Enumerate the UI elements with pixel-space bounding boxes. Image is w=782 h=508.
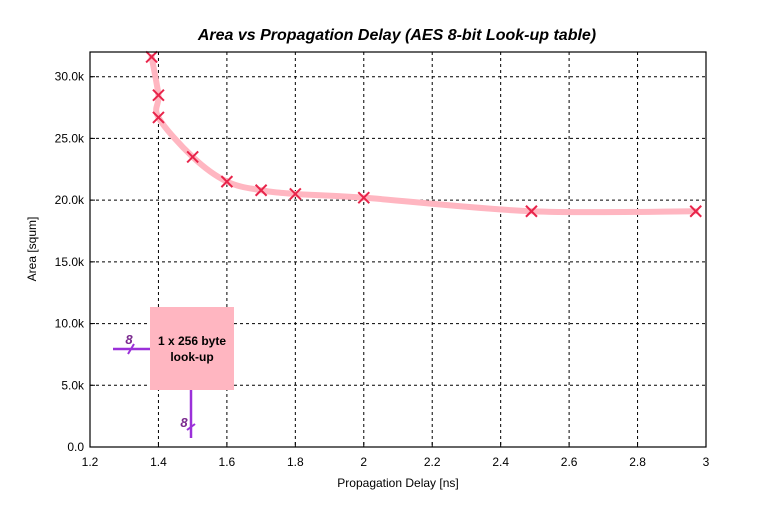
lookup-table-inset: 1 x 256 byte look-up 8 8 bbox=[113, 307, 234, 438]
x-tick-label: 1.6 bbox=[219, 455, 236, 469]
data-point-marker bbox=[357, 191, 370, 204]
data-point-marker bbox=[152, 88, 165, 102]
lookup-table-label-line1: 1 x 256 byte bbox=[158, 334, 226, 348]
plot-frame bbox=[89, 51, 707, 448]
data-point-marker bbox=[254, 184, 268, 197]
lookup-table-label-line2: look-up bbox=[170, 350, 213, 364]
lookup-table-block bbox=[150, 307, 234, 390]
x-axis-label: Propagation Delay [ns] bbox=[337, 476, 458, 490]
input-bus-slash bbox=[127, 343, 135, 355]
x-tick-label: 2.8 bbox=[629, 455, 646, 469]
input-bus-width-label: 8 bbox=[125, 332, 133, 347]
x-tick-label: 1.2 bbox=[82, 455, 99, 469]
x-tick-label: 3 bbox=[703, 455, 710, 469]
series-line-layer bbox=[148, 53, 699, 216]
data-point-marker bbox=[525, 205, 538, 218]
y-tick-label: 25.0k bbox=[55, 131, 85, 145]
data-point-marker bbox=[145, 50, 158, 64]
data-point-marker bbox=[186, 150, 199, 164]
y-tick-label: 0.0 bbox=[67, 440, 84, 454]
chart-title: Area vs Propagation Delay (AES 8-bit Loo… bbox=[197, 27, 596, 44]
data-point-marker bbox=[220, 175, 234, 188]
data-markers bbox=[145, 50, 702, 218]
y-axis-ticks: 0.0 5.0k 10.0k 15.0k 20.0k 25.0k 30.0k bbox=[55, 70, 95, 454]
x-tick-label: 2.4 bbox=[492, 455, 509, 469]
x-tick-label: 2 bbox=[360, 455, 367, 469]
data-point-marker bbox=[689, 205, 702, 218]
x-tick-label: 1.4 bbox=[150, 455, 167, 469]
x-tick-label: 2.6 bbox=[561, 455, 578, 469]
output-bus-slash bbox=[186, 423, 196, 431]
y-axis-label: Area [squm] bbox=[25, 217, 39, 282]
x-tick-label: 2.2 bbox=[424, 455, 441, 469]
x-axis-ticks: 1.2 1.4 1.6 1.8 2 2.2 2.4 2.6 2.8 3 bbox=[82, 442, 710, 469]
series-line bbox=[148, 53, 699, 216]
data-point-marker bbox=[289, 187, 302, 201]
y-tick-label: 20.0k bbox=[55, 193, 85, 207]
y-tick-label: 15.0k bbox=[55, 255, 85, 269]
x-tick-label: 1.8 bbox=[287, 455, 304, 469]
y-tick-label: 5.0k bbox=[61, 378, 85, 392]
y-tick-label: 10.0k bbox=[55, 317, 85, 331]
y-tick-label: 30.0k bbox=[55, 70, 85, 84]
output-bus-width-label: 8 bbox=[180, 415, 188, 430]
data-point-marker bbox=[152, 111, 165, 124]
